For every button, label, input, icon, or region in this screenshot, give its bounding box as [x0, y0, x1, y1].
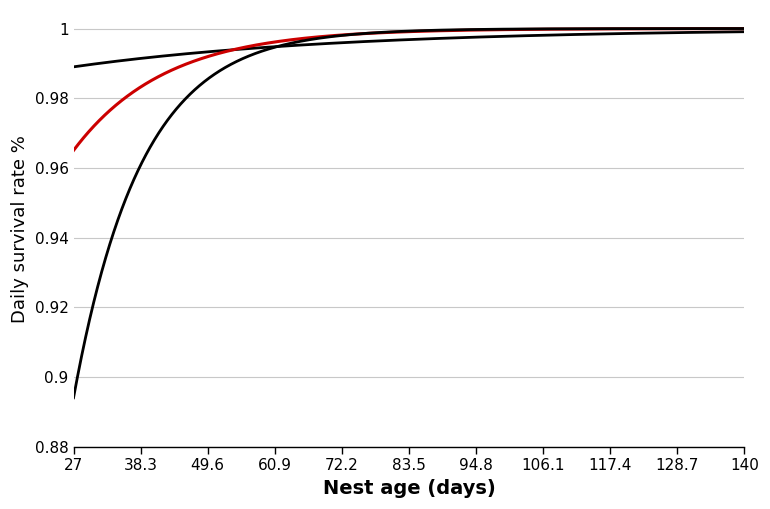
X-axis label: Nest age (days): Nest age (days) [323, 479, 495, 498]
Y-axis label: Daily survival rate %: Daily survival rate % [11, 135, 29, 323]
